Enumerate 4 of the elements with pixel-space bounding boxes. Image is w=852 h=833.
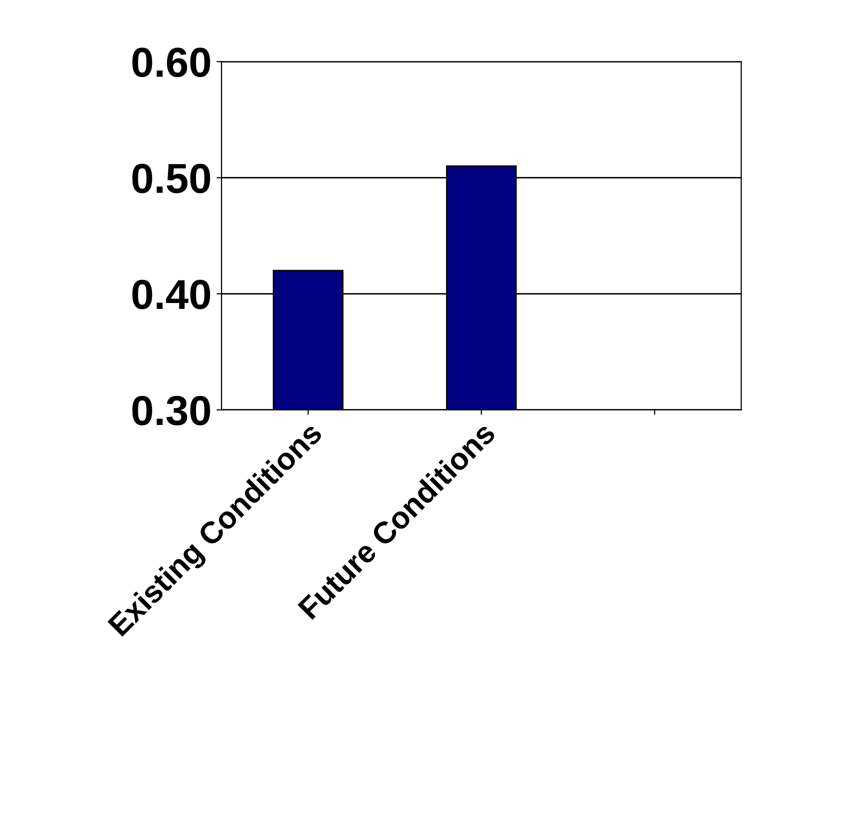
y-tick-label: 0.40: [132, 280, 210, 310]
y-tick-label: 0.30: [132, 396, 210, 426]
y-tick-label: 0.60: [132, 48, 210, 78]
y-tick-label: 0.50: [132, 164, 210, 194]
